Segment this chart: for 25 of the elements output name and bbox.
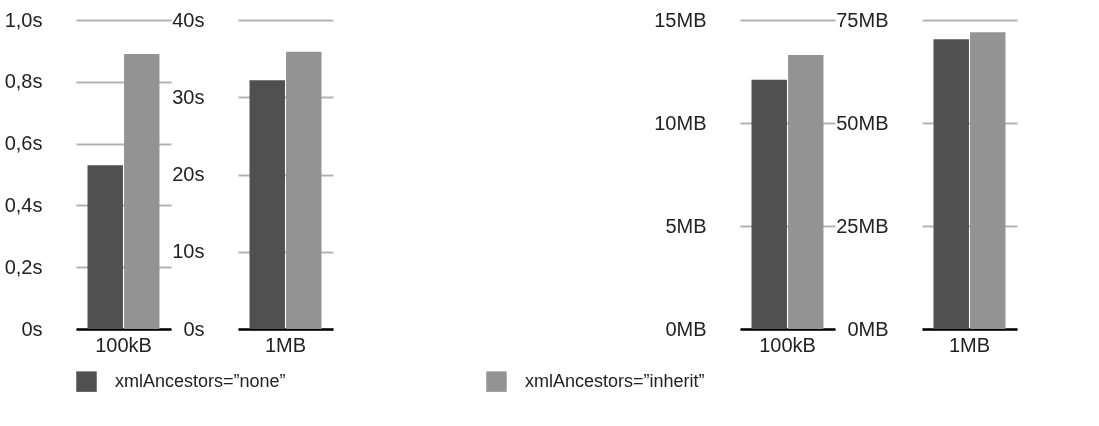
y-tick-label: 30s [172,85,205,108]
y-tick-label: 40s [172,8,205,31]
y-tick-label: 10MB [654,111,707,134]
y-tick-label: 0MB [665,317,707,340]
y-tick-label: 10s [172,240,205,263]
y-tick-label: 0,2s [4,255,43,278]
legend-label: xmlAncestors=”none” [115,370,286,391]
x-tick-label: 1MB [948,333,991,356]
y-tick-label: 0,8s [4,70,43,93]
y-tick-label: 0s [21,317,43,340]
y-tick-label: 20s [172,163,205,185]
x-tick-label: 100kB [95,333,152,356]
y-tick-label: 1,0s [4,8,43,31]
y-tick-label: 0,6s [4,132,43,155]
y-tick-label: 0MB [847,317,889,340]
y-tick-label: 15MB [654,8,707,31]
y-tick-label: 0s [183,317,205,340]
y-tick-label: 50MB [836,111,889,134]
legend-label: xmlAncestors=”inherit” [525,370,705,391]
y-tick-label: 75MB [836,8,889,31]
y-tick-label: 5MB [665,214,707,237]
y-tick-label: 25MB [836,214,889,237]
y-tick-label: 0,4s [4,193,43,216]
x-tick-label: 1MB [264,333,307,356]
x-tick-label: 100kB [759,333,816,356]
